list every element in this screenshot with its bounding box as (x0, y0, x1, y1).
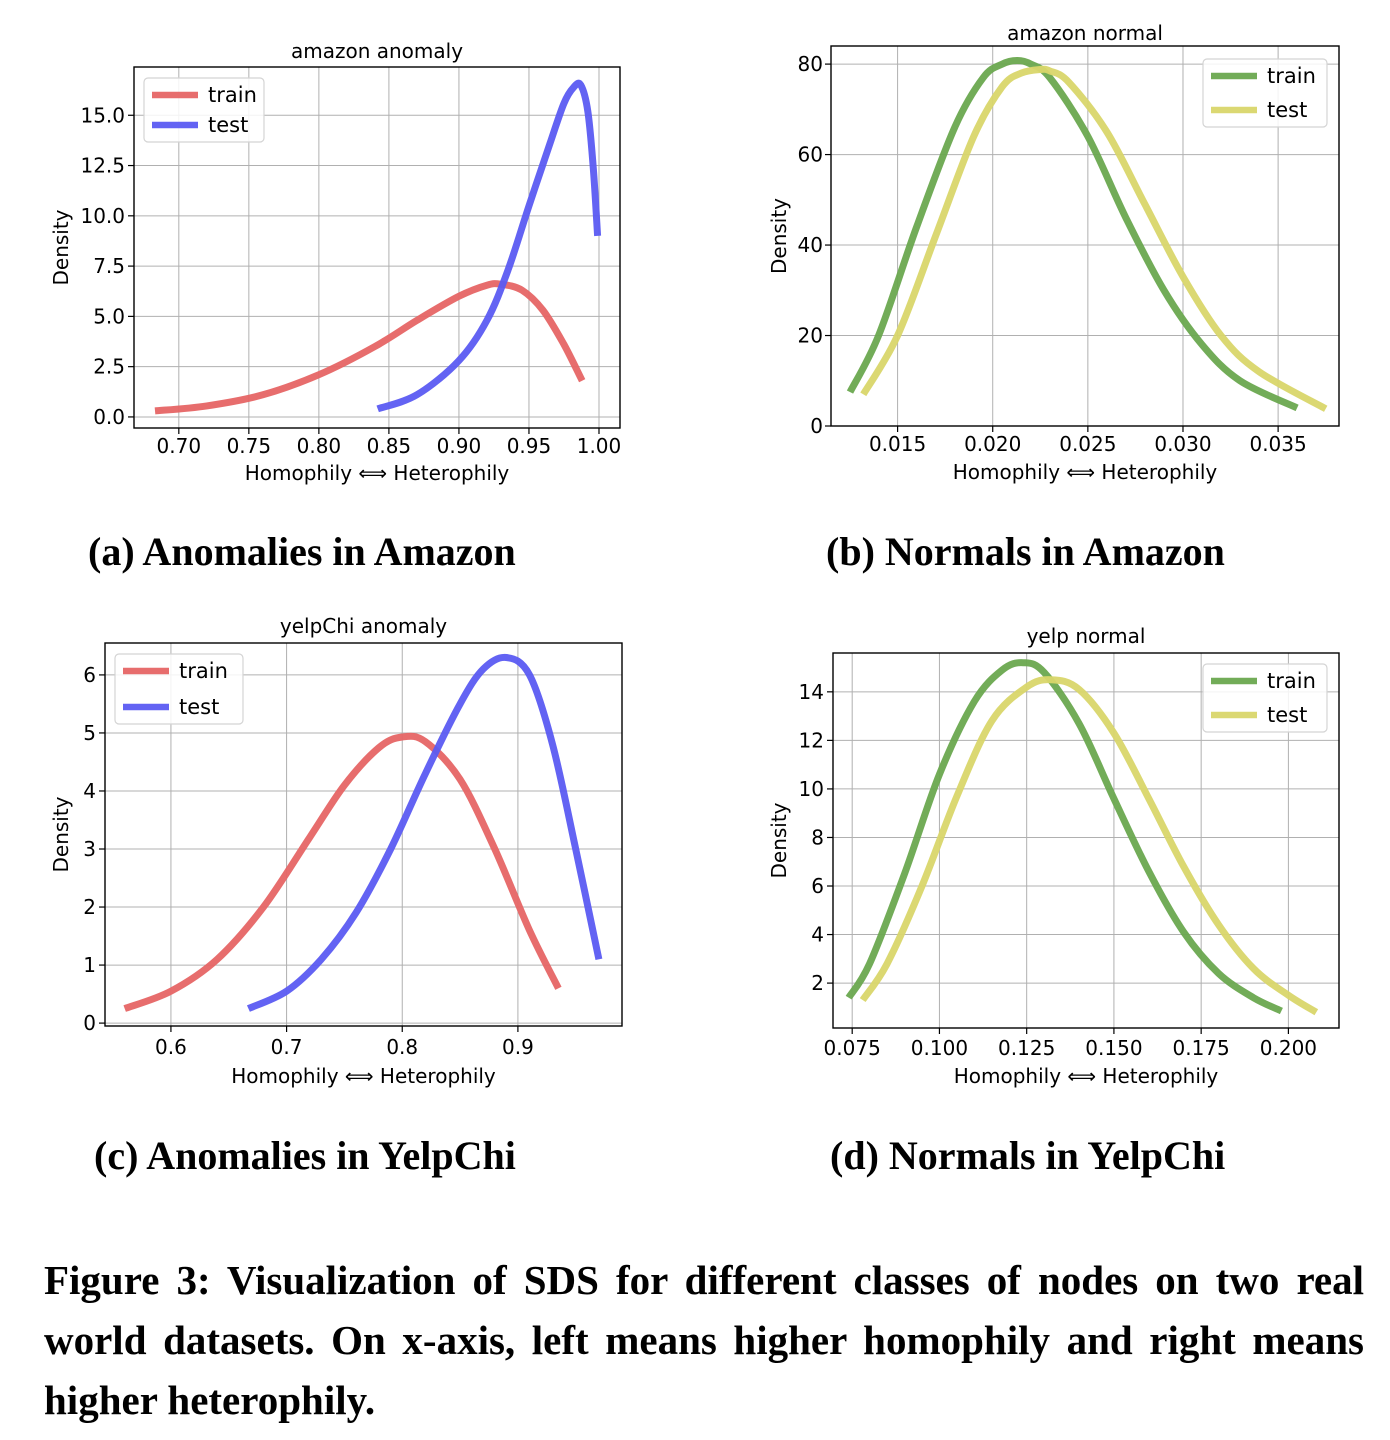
legend: train test (143, 77, 265, 143)
x-tick-label: 0.100 (911, 1036, 968, 1060)
y-tick-label: 0 (83, 1011, 96, 1035)
x-tick-label: 0.200 (1260, 1036, 1317, 1060)
y-tick-label: 20 (798, 324, 823, 348)
x-tick-label: 0.035 (1249, 432, 1306, 456)
y-tick-label: 2 (83, 895, 96, 919)
x-tick-label: 0.8 (386, 1035, 418, 1059)
legend: train test (1202, 663, 1328, 733)
y-tick-label: 60 (798, 143, 823, 167)
y-tick-label: 14 (799, 680, 824, 704)
chart-yelp-normal: 0.075 0.100 0.125 0.150 0.175 0.200 2 4 6 8 10 12 14… (700, 600, 1380, 1100)
y-tick-label: 3 (83, 837, 96, 861)
caption-a: (a) Anomalies in Amazon (88, 529, 516, 574)
y-tick-label: 4 (811, 923, 824, 947)
x-axis-label: Homophily ⟺ Heterophily (245, 461, 510, 485)
x-tick-label: 0.75 (227, 434, 272, 458)
plot-frame (830, 45, 1340, 427)
x-axis-label: Homophily ⟺ Heterophily (954, 1064, 1219, 1088)
chart-title: yelpChi anomaly (280, 614, 447, 638)
x-tick-label: 0.075 (824, 1036, 881, 1060)
x-tick-label: 0.125 (998, 1036, 1055, 1060)
x-tick-label: 0.95 (507, 434, 552, 458)
chart-yelpchi-anomaly-svg: 0.6 0.7 0.8 0.9 0 1 2 3 4 5 6 train test yelpChi anom… (49, 614, 623, 1088)
series-line-test (859, 676, 1319, 1016)
series-line-train (123, 732, 562, 1012)
x-tick-label: 0.9 (502, 1035, 534, 1059)
chart-title: amazon normal (1007, 21, 1163, 45)
legend: train test (114, 653, 244, 725)
chart-yelpchi-anomaly: 0.6 0.7 0.8 0.9 0 1 2 3 4 5 6 train test yelpChi anom… (0, 600, 640, 1100)
x-tick-label: 0.85 (367, 434, 412, 458)
caption-c: (c) Anomalies in YelpChi (94, 1133, 516, 1178)
y-tick-label: 10.0 (80, 204, 125, 228)
y-tick-label: 0.0 (93, 405, 125, 429)
figure-caption: Figure 3: Visualization of SDS for diffe… (44, 1257, 1364, 1423)
legend-label-test: test (1267, 703, 1307, 727)
legend-label-test: test (179, 695, 219, 719)
series-line-test (246, 653, 603, 1012)
legend: train test (1202, 58, 1328, 128)
chart-yelp-normal-svg: 0.075 0.100 0.125 0.150 0.175 0.200 2 4 6 8 10 12 14… (767, 624, 1340, 1088)
series-line-train (846, 57, 1299, 412)
x-axis-label: Homophily ⟺ Heterophily (231, 1064, 496, 1088)
y-tick-label: 0 (810, 414, 823, 438)
x-tick-label: 0.80 (297, 434, 342, 458)
y-tick-label: 2.5 (93, 355, 125, 379)
plot-frame (104, 642, 623, 1027)
legend-label-test: test (1267, 98, 1307, 122)
y-tick-label: 5 (83, 721, 96, 745)
x-tick-label: 0.015 (869, 432, 926, 456)
y-axis-label: Density (49, 796, 73, 872)
y-axis-label: Density (767, 802, 791, 878)
y-tick-label: 12.5 (80, 154, 125, 178)
y-axis-label: Density (767, 198, 791, 274)
legend-label-train: train (208, 83, 257, 107)
series-line-train (845, 659, 1283, 1015)
y-tick-label: 12 (799, 728, 824, 752)
plot-frame (832, 652, 1340, 1029)
x-tick-label: 0.020 (964, 432, 1021, 456)
y-tick-label: 15.0 (80, 103, 125, 127)
legend-label-train: train (179, 659, 228, 683)
y-tick-label: 6 (83, 663, 96, 687)
plot-frame (133, 66, 621, 429)
y-tick-label: 2 (811, 971, 824, 995)
chart-title: yelp normal (1027, 624, 1146, 648)
caption-b: (b) Normals in Amazon (826, 529, 1225, 574)
x-tick-label: 0.175 (1173, 1036, 1230, 1060)
legend-label-test: test (208, 113, 248, 137)
series-line-test (860, 65, 1328, 412)
x-tick-label: 0.70 (157, 434, 202, 458)
y-tick-label: 4 (83, 779, 96, 803)
y-tick-label: 6 (811, 874, 824, 898)
x-tick-label: 0.150 (1085, 1036, 1142, 1060)
chart-title: amazon anomaly (291, 39, 463, 63)
x-axis-label: Homophily ⟺ Heterophily (953, 460, 1218, 484)
y-tick-label: 7.5 (93, 254, 125, 278)
y-tick-label: 80 (798, 52, 823, 76)
y-tick-label: 40 (798, 233, 823, 257)
caption-d: (d) Normals in YelpChi (830, 1133, 1226, 1178)
y-tick-label: 5.0 (93, 304, 125, 328)
x-tick-label: 0.6 (155, 1035, 187, 1059)
chart-amazon-anomaly: 0.70 0.75 0.80 0.85 0.90 0.95 1.00 0.0 2.5 5.0 7.5… (0, 0, 640, 500)
y-tick-label: 1 (83, 953, 96, 977)
x-tick-label: 0.030 (1154, 432, 1211, 456)
y-axis-label: Density (49, 209, 73, 285)
legend-label-train: train (1267, 64, 1316, 88)
x-tick-label: 1.00 (577, 434, 622, 458)
chart-amazon-anomaly-svg: 0.70 0.75 0.80 0.85 0.90 0.95 1.00 0.0 2.5 5.0 7.5… (49, 39, 622, 485)
x-tick-label: 0.025 (1059, 432, 1116, 456)
chart-amazon-normal: 0.015 0.020 0.025 0.030 0.035 0 20 40 60 80 train t… (700, 0, 1380, 500)
legend-label-train: train (1267, 669, 1316, 693)
series-line-test (376, 79, 602, 413)
y-tick-label: 10 (799, 777, 824, 801)
series-line-train (154, 280, 586, 415)
x-tick-label: 0.7 (271, 1035, 303, 1059)
y-tick-label: 8 (811, 825, 824, 849)
x-tick-label: 0.90 (437, 434, 482, 458)
